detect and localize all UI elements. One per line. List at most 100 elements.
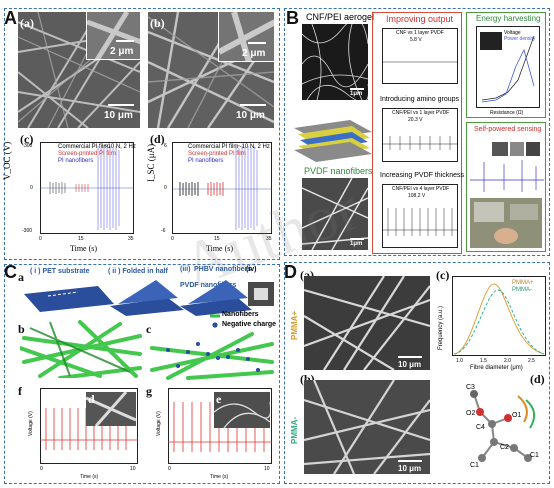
chart-g-xlabel: Time (s) — [210, 474, 229, 480]
chart-d-ytick-3: 0 — [164, 185, 167, 191]
voltage-plot-1-trace — [382, 61, 458, 63]
sub-label-d-d: (d) — [530, 372, 545, 386]
sub-label-d: (d) — [150, 132, 165, 146]
pmma-minus-side-label: PMMA- — [290, 416, 299, 444]
main-scale-b: 10 μm — [236, 110, 265, 121]
chart-d-ylabel: I_SC (μA) — [146, 143, 156, 182]
diameter-chart-frame — [452, 276, 546, 356]
sem-inset-e — [214, 392, 270, 428]
plot3-label: CNF/PEI vs 4 layer PVDF — [392, 186, 450, 192]
plot3-value: 108.2 V — [408, 193, 426, 199]
chart-c-legend-1: Commercial PI film — [58, 144, 109, 150]
panel-b-frame — [284, 8, 550, 256]
diameter-ylabel: Frequency (a.u.) — [438, 305, 444, 350]
chart-c-annotation: ~10 N, 2 Hz — [104, 144, 136, 150]
energy-harvesting-box — [466, 12, 546, 118]
introducing-label: Introducing amino groups — [380, 96, 459, 103]
chart-g-ylabel: Voltage (V) — [156, 411, 162, 436]
legend-negative: Negative charge — [222, 321, 277, 328]
plot1-value: 5.8 V — [410, 37, 422, 43]
aerogel-scale-bar — [350, 88, 364, 90]
chart-d-ytick-6: -6 — [161, 228, 166, 234]
sub-label-c: (c) — [20, 132, 34, 146]
voltage-plot-2-trace — [382, 136, 458, 150]
energy-harvesting-title: Energy harvesting — [476, 14, 541, 23]
aerogel-scale: 1μm — [350, 91, 363, 97]
atom-c2: C2 — [500, 444, 509, 451]
improving-output-title: Improving output — [386, 14, 454, 24]
atom-c1-left: C1 — [470, 462, 479, 469]
panel-d-label: D — [284, 262, 297, 282]
atom-o1: O1 — [512, 412, 522, 419]
atom-c1-right: C1 — [530, 452, 539, 459]
chart-c-legend-3: PI nanofibers — [58, 158, 94, 164]
step-4: (iv) — [246, 266, 257, 273]
sub-label-c-f: f — [18, 384, 22, 398]
energy-xlabel: Resistance (Ω) — [490, 110, 524, 116]
atom-c4: C4 — [476, 424, 485, 431]
nanofiber-scale-bar — [350, 238, 364, 240]
diameter-xtick-0: 1.0 — [456, 358, 463, 364]
aerogel-image — [302, 24, 368, 100]
nanofiber-network-b — [20, 320, 142, 378]
chart-f-xlabel: Time (s) — [80, 474, 99, 480]
sub-label-c-c: c — [146, 322, 152, 336]
diameter-legend-plus: PMMA+ — [512, 280, 534, 286]
sub-label-a: (a) — [20, 16, 34, 30]
main-scale-bar-b — [240, 104, 266, 106]
chart-c-xtick-3: 15 — [78, 236, 84, 242]
panel-a-label: A — [4, 8, 17, 28]
curve-pmma-minus — [453, 289, 545, 355]
self-powered-title: Self-powered sensing — [474, 126, 542, 133]
sem-pmma-minus — [304, 380, 430, 474]
energy-plot-curves — [480, 32, 535, 103]
chart-d-xlabel: Time (s) — [206, 244, 234, 253]
chart-d-nanofiber-signal — [235, 146, 258, 230]
plot2-label: CNF/PEI vs 1 layer PVDF — [392, 110, 450, 116]
chart-d-legend-1: Commercial PI film — [188, 144, 239, 150]
sem-inset-d — [86, 392, 136, 426]
energy-legend-voltage: Voltage — [504, 30, 521, 36]
chart-d-legend-2: Screen-printed PI film — [188, 151, 246, 157]
chart-d-annotation: ~10 N, 2 Hz — [238, 144, 270, 150]
chart-d-legend-3: PI nanofibers — [188, 158, 224, 164]
diameter-xtick-2: 2.0 — [504, 358, 511, 364]
chart-c-ytick-6: -300 — [22, 228, 33, 234]
chart-d-xtick-3: 15 — [214, 236, 220, 242]
inset-scale-bar-a — [116, 40, 134, 42]
voltage-plot-3-trace — [382, 208, 458, 236]
inset-scale-a: 2 μm — [110, 46, 134, 57]
diameter-xlabel: Fibre diameter (μm) — [470, 365, 523, 371]
sem-inset-a — [86, 12, 140, 60]
chart-c-ylabel: V_OC (V) — [2, 141, 12, 180]
chart-c-xtick-7: 35 — [128, 236, 134, 242]
step-3b: PHBV nanofibers — [194, 266, 252, 273]
sensing-signals — [470, 142, 544, 192]
plot2-value: 20.3 V — [408, 117, 423, 123]
device-sketch — [294, 120, 372, 162]
sub-label-c-b: b — [18, 322, 25, 336]
diameter-chart-curves — [453, 283, 545, 355]
sub-label-c-d: d — [88, 392, 95, 406]
legend-nanofibers: Nanofibers — [222, 311, 259, 318]
chart-c-ytick-0: 300 — [24, 143, 33, 149]
main-scale-bar-a — [108, 104, 134, 106]
atom-o2: O2 — [466, 410, 476, 417]
atom-c3: C3 — [466, 384, 475, 391]
inset-scale-bar-b — [248, 42, 266, 44]
nanofiber-title: PVDF nanofibers — [304, 166, 373, 176]
chart-c-plot — [40, 146, 134, 230]
pmma-plus-scale: 10 μm — [398, 360, 422, 369]
sub-label-d-c: (c) — [436, 268, 450, 282]
chart-c-ytick-3: 0 — [30, 185, 33, 191]
chart-f-xtick-0: 0 — [40, 466, 43, 472]
chart-g-xtick-0: 0 — [168, 466, 171, 472]
step-2: ( ii ) Folded in half — [108, 268, 168, 275]
pmma-plus-scale-bar — [398, 356, 422, 358]
sem-pmma-plus — [304, 276, 430, 370]
panel-c-frame — [4, 264, 280, 484]
pmma-molecule — [470, 390, 536, 462]
chart-c-legend-2: Screen-printed PI film — [58, 151, 116, 157]
improving-output-box — [372, 12, 462, 254]
step-3a: (iii) — [180, 266, 191, 273]
